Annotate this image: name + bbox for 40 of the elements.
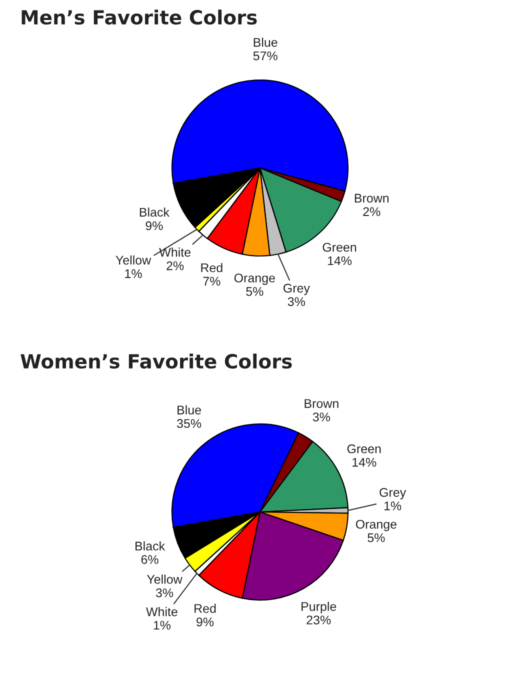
data-label: 14%	[352, 458, 376, 467]
data-label: 1%	[154, 620, 171, 630]
chart-title: Men’s Favorite Colors	[22, 10, 257, 25]
slice-label: White	[159, 248, 191, 257]
slice-label: White	[146, 607, 178, 616]
slice-label: Yellow	[146, 574, 182, 584]
data-label: 5%	[246, 287, 264, 296]
slice-label: Grey	[284, 284, 310, 296]
data-label: 35%	[177, 419, 202, 428]
slice-label: Black	[136, 541, 166, 550]
data-label: 1%	[125, 269, 142, 278]
slice-label: Red	[194, 604, 216, 613]
slice-label: Green	[322, 242, 356, 252]
slice-label: Blue	[254, 38, 278, 47]
data-label: 23%	[306, 616, 331, 624]
slice-label: Blue	[178, 405, 201, 414]
slice-label: Black	[140, 208, 170, 217]
slice-label: Purple	[302, 602, 336, 614]
data-label: 2%	[363, 207, 380, 216]
data-label: 57%	[253, 51, 278, 60]
data-label: 9%	[196, 618, 214, 626]
data-label: 2%	[166, 261, 184, 270]
slice-label: Yellow	[116, 255, 152, 265]
data-label: 6%	[141, 555, 158, 564]
chart-title: Women’s Favorite Colors	[20, 354, 292, 369]
data-label: 3%	[288, 297, 306, 306]
slice-label: Brown	[304, 399, 338, 408]
slice-label: Red	[201, 263, 222, 272]
data-label: 1%	[384, 502, 402, 510]
data-label: 5%	[368, 533, 385, 542]
data-label: 9%	[146, 221, 163, 230]
data-label: 7%	[203, 276, 220, 286]
slice-label: Grey	[380, 488, 406, 500]
slice-label: Orange	[234, 274, 275, 285]
slice-label: Brown	[354, 194, 389, 203]
slice-label: Green	[347, 444, 381, 454]
data-label: 14%	[328, 256, 352, 266]
slice-label: Orange	[356, 520, 396, 532]
data-label: 3%	[156, 588, 174, 598]
data-label: 3%	[312, 412, 330, 422]
